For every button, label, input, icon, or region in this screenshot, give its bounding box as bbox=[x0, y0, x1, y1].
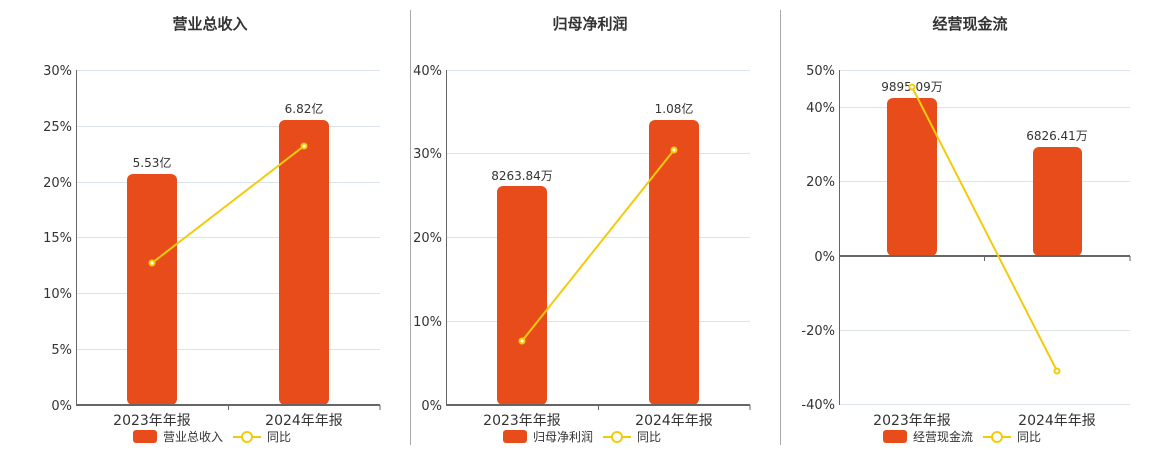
legend-bar-label[interactable]: 经营现金流 bbox=[913, 430, 974, 444]
bar-value-label: 1.08亿 bbox=[655, 101, 694, 116]
chart-legend: 经营现金流 同比 bbox=[883, 428, 1041, 445]
y-tick: 20% bbox=[43, 176, 72, 191]
bar-value-label: 8263.84万 bbox=[491, 169, 553, 183]
y-tick: 25% bbox=[43, 120, 72, 135]
y-axis-labels: 40% 30% 20% 10% 0% bbox=[413, 64, 442, 414]
y-tick: 0% bbox=[814, 250, 835, 265]
legend-line-icon[interactable] bbox=[233, 430, 262, 444]
y-tick: 20% bbox=[806, 175, 835, 190]
legend-bar-swatch[interactable] bbox=[883, 430, 907, 443]
y-tick: 40% bbox=[806, 101, 835, 116]
y-tick: 20% bbox=[413, 231, 442, 246]
yoy-point[interactable] bbox=[300, 142, 308, 150]
y-tick: 40% bbox=[413, 64, 442, 79]
grid-lines bbox=[839, 70, 1130, 405]
chart-legend: 营业总收入 同比 bbox=[133, 428, 291, 445]
y-tick: 30% bbox=[413, 147, 442, 162]
x-tick: 2024年年报 bbox=[635, 413, 713, 429]
yoy-line bbox=[911, 86, 1058, 372]
grid-lines bbox=[76, 70, 380, 350]
y-tick: 10% bbox=[413, 315, 442, 330]
x-tick: 2023年年报 bbox=[113, 413, 191, 429]
chart-panel-revenue: 营业总收入 30% 25% 20% 15% 10% 5% 0% 5.53亿 6.… bbox=[0, 0, 400, 450]
y-tick: -40% bbox=[801, 398, 835, 413]
bar-2024[interactable] bbox=[1033, 147, 1082, 256]
legend-line-label[interactable]: 同比 bbox=[1017, 430, 1042, 444]
x-tick: 2023年年报 bbox=[483, 413, 561, 429]
legend-bar-swatch[interactable] bbox=[133, 430, 157, 443]
y-tick: 30% bbox=[43, 64, 72, 79]
chart-title: 经营现金流 bbox=[932, 15, 1008, 33]
y-tick: -20% bbox=[801, 324, 835, 339]
bar-2023[interactable] bbox=[887, 98, 937, 256]
chart-title: 归母净利润 bbox=[552, 15, 628, 33]
y-axis-labels: 50% 40% 20% 0% -20% -40% bbox=[801, 64, 835, 413]
yoy-point[interactable] bbox=[148, 259, 156, 267]
legend-line-icon[interactable] bbox=[603, 430, 632, 444]
y-axis-labels: 30% 25% 20% 15% 10% 5% 0% bbox=[43, 64, 72, 414]
panel-divider bbox=[410, 10, 411, 445]
bar-value-label: 6826.41万 bbox=[1026, 129, 1088, 143]
bar-2024[interactable] bbox=[649, 120, 699, 405]
legend-bar-label[interactable]: 归母净利润 bbox=[533, 430, 594, 444]
legend-line-label[interactable]: 同比 bbox=[267, 430, 292, 444]
chart-panel-operating-cash-flow: 经营现金流 50% 40% 20% 0% -20% -40% 9895.09万 … bbox=[780, 0, 1160, 450]
bar-2024[interactable] bbox=[279, 120, 329, 405]
x-tick: 2024年年报 bbox=[265, 413, 343, 429]
bar-value-label: 5.53亿 bbox=[133, 155, 172, 170]
chart-legend: 归母净利润 同比 bbox=[503, 428, 661, 445]
y-tick: 50% bbox=[806, 64, 835, 79]
panel-divider bbox=[780, 10, 781, 445]
yoy-line bbox=[151, 145, 305, 264]
y-tick: 5% bbox=[51, 343, 72, 358]
legend-line-label[interactable]: 同比 bbox=[637, 430, 662, 444]
y-tick: 10% bbox=[43, 287, 72, 302]
y-tick: 0% bbox=[421, 399, 442, 414]
revenue-chart-plot: 30% 25% 20% 15% 10% 5% 0% 5.53亿 6.82亿 20… bbox=[43, 64, 381, 429]
bar-2023[interactable] bbox=[127, 174, 177, 405]
grid-lines bbox=[446, 70, 750, 322]
x-tick: 2024年年报 bbox=[1018, 413, 1096, 429]
legend-bar-label[interactable]: 营业总收入 bbox=[163, 430, 224, 444]
chart-panel-net-profit: 归母净利润 40% 30% 20% 10% 0% 8263.84万 1.08亿 … bbox=[400, 0, 780, 450]
y-tick: 0% bbox=[51, 399, 72, 414]
yoy-point[interactable] bbox=[908, 83, 916, 91]
cash-flow-chart-plot: 50% 40% 20% 0% -20% -40% 9895.09万 6826.4… bbox=[801, 64, 1131, 429]
yoy-line bbox=[521, 149, 675, 342]
bar-value-label: 6.82亿 bbox=[285, 101, 324, 116]
legend-bar-swatch[interactable] bbox=[503, 430, 527, 443]
x-tick: 2023年年报 bbox=[873, 413, 951, 429]
bar-2023[interactable] bbox=[497, 186, 547, 405]
yoy-point[interactable] bbox=[1053, 367, 1061, 375]
net-profit-chart-plot: 40% 30% 20% 10% 0% 8263.84万 1.08亿 2023年年… bbox=[413, 64, 751, 429]
chart-title: 营业总收入 bbox=[172, 15, 248, 33]
yoy-point[interactable] bbox=[670, 146, 678, 154]
legend-line-icon[interactable] bbox=[983, 430, 1012, 444]
y-tick: 15% bbox=[43, 231, 72, 246]
yoy-point[interactable] bbox=[518, 337, 526, 345]
